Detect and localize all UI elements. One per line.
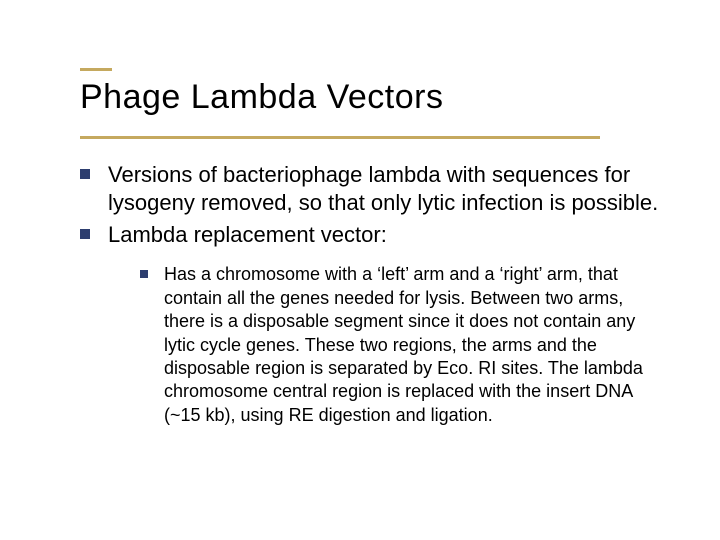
accent-bar-short bbox=[80, 68, 112, 71]
bullet-square-icon bbox=[80, 169, 90, 179]
accent-bar-long bbox=[80, 136, 600, 139]
list-item: Has a chromosome with a ‘left’ arm and a… bbox=[140, 263, 660, 427]
slide: Phage Lambda Vectors Versions of bacteri… bbox=[0, 0, 720, 540]
slide-title: Phage Lambda Vectors bbox=[80, 78, 660, 117]
bullet-square-icon bbox=[140, 270, 148, 278]
list-item: Versions of bacteriophage lambda with se… bbox=[80, 161, 660, 217]
list-item: Lambda replacement vector: bbox=[80, 221, 660, 249]
slide-content: Versions of bacteriophage lambda with se… bbox=[80, 161, 660, 427]
bullet-text: Versions of bacteriophage lambda with se… bbox=[108, 161, 660, 217]
sub-list: Has a chromosome with a ‘left’ arm and a… bbox=[140, 263, 660, 427]
bullet-text: Has a chromosome with a ‘left’ arm and a… bbox=[164, 263, 660, 427]
bullet-square-icon bbox=[80, 229, 90, 239]
bullet-text: Lambda replacement vector: bbox=[108, 221, 387, 249]
